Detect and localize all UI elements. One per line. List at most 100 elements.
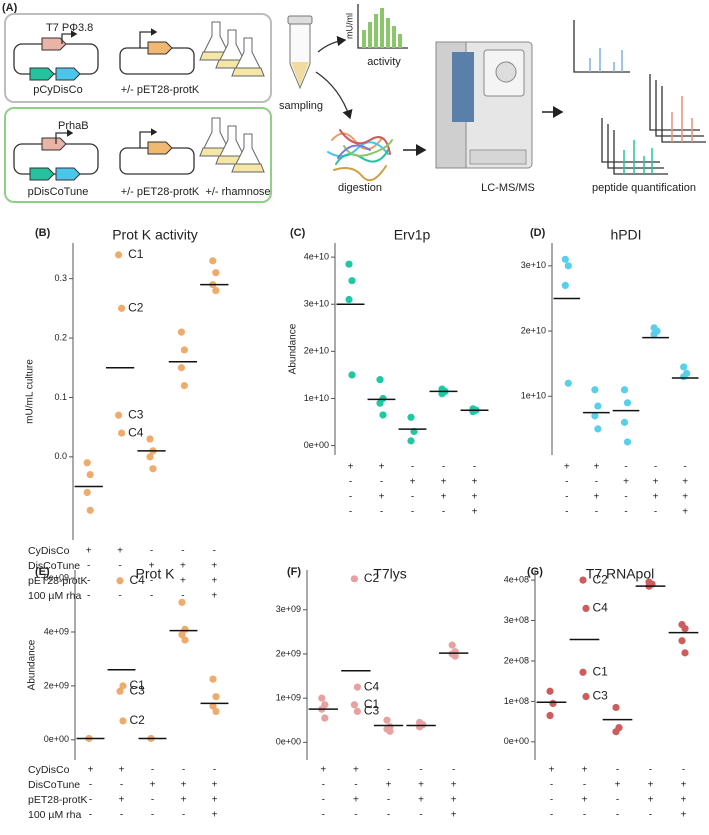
data-point xyxy=(623,438,632,446)
step-label: digestion xyxy=(338,182,382,194)
condition-mark: - xyxy=(387,810,390,821)
data-point xyxy=(209,675,217,683)
data-point xyxy=(212,707,220,716)
step-label: peptide quantification xyxy=(592,182,696,194)
data-point xyxy=(561,255,569,263)
condition-mark: - xyxy=(649,765,652,776)
chart-title: Prot K activity xyxy=(112,227,198,243)
condition-mark: - xyxy=(682,765,685,776)
y-tick-label: 6e+09 xyxy=(44,572,69,582)
panel-a: (A) T7 PΦ3.8 pCyDisCo +/- pET28-protK xyxy=(2,2,706,203)
data-point xyxy=(383,716,391,724)
condition-mark: - xyxy=(624,492,627,503)
condition-mark: + xyxy=(653,477,659,488)
promoter-label: T7 PΦ3.8 xyxy=(46,22,93,34)
chart-title: Prot K xyxy=(136,566,176,582)
point-label: C2 xyxy=(128,301,144,315)
chart-title: Erv1p xyxy=(394,227,431,243)
point-label: C2 xyxy=(364,571,380,585)
y-axis-label: Abundance xyxy=(27,639,38,690)
condition-mark: - xyxy=(654,462,657,473)
data-point xyxy=(116,577,124,585)
y-tick-label: 0e+00 xyxy=(44,734,69,744)
condition-mark: + xyxy=(180,576,186,587)
y-tick-label: 0.3 xyxy=(54,273,67,283)
flask-icons xyxy=(199,117,265,173)
condition-mark: - xyxy=(616,810,619,821)
axis-label: mU/ml xyxy=(344,13,354,39)
plasmid-label: +/- pET28-protK xyxy=(121,186,200,198)
y-tick-label: 0.1 xyxy=(54,392,67,402)
condition-label: pET28-protK xyxy=(28,794,88,806)
y-tick-label: 0.0 xyxy=(54,451,67,461)
condition-mark: - xyxy=(452,765,455,776)
condition-mark: + xyxy=(472,492,478,503)
condition-mark: - xyxy=(387,795,390,806)
activity-icon xyxy=(357,4,408,49)
data-point xyxy=(579,576,587,584)
condition-mark: - xyxy=(182,810,185,821)
condition-mark: - xyxy=(182,765,185,776)
condition-mark: - xyxy=(411,507,414,518)
data-point xyxy=(180,381,188,390)
step-label: activity xyxy=(367,56,401,68)
condition-label: DisCoTune xyxy=(28,779,80,791)
data-point xyxy=(321,714,329,722)
condition-mark: + xyxy=(180,561,186,572)
condition-mark: + xyxy=(681,795,687,806)
condition-mark: + xyxy=(451,780,457,791)
data-point xyxy=(212,693,220,701)
point-label: C4 xyxy=(364,679,380,693)
condition-mark: + xyxy=(472,477,478,488)
plasmid-label: +/- pET28-protK xyxy=(121,84,200,96)
y-tick-label: 2e+08 xyxy=(504,655,529,665)
spectra-icon xyxy=(573,20,706,175)
condition-mark: - xyxy=(118,561,121,572)
condition-mark: - xyxy=(181,591,184,602)
condition-label: 100 µM rha xyxy=(28,809,81,821)
condition-mark: + xyxy=(212,780,218,791)
y-axis-label: Abundance xyxy=(288,323,299,374)
condition-mark: + xyxy=(353,765,359,776)
condition-mark: + xyxy=(353,795,359,806)
panel-label: (F) xyxy=(287,566,301,578)
condition-mark: + xyxy=(682,477,688,488)
point-label: C4 xyxy=(593,601,609,615)
y-tick-label: 2e+10 xyxy=(521,325,546,335)
condition-mark: - xyxy=(442,462,445,473)
data-point xyxy=(416,723,424,731)
condition-mark: + xyxy=(451,810,457,821)
data-point xyxy=(591,386,599,394)
condition-mark: + xyxy=(211,561,217,572)
condition-mark: + xyxy=(119,765,125,776)
panel-label: (C) xyxy=(290,227,306,239)
data-point xyxy=(345,260,353,268)
condition-label: CyDisCo xyxy=(28,764,70,776)
condition-mark: - xyxy=(349,507,352,518)
data-point xyxy=(86,471,94,479)
y-tick-label: 2e+10 xyxy=(304,346,329,356)
data-point xyxy=(386,727,394,735)
condition-mark: - xyxy=(419,810,422,821)
arrow xyxy=(315,71,353,120)
condition-mark: + xyxy=(86,546,92,557)
condition-mark: + xyxy=(653,492,659,503)
plasmid-label: pCyDisCo xyxy=(33,84,83,96)
condition-label: CyDisCo xyxy=(28,545,70,557)
condition-mark: - xyxy=(411,492,414,503)
chart-title: T7 RNApol xyxy=(586,566,654,582)
condition-mark: - xyxy=(150,591,153,602)
point-label: C3 xyxy=(130,683,146,697)
point-label: C2 xyxy=(593,572,609,586)
plasmid-icon xyxy=(13,129,99,181)
data-point xyxy=(376,399,384,407)
data-point xyxy=(681,625,689,633)
data-point xyxy=(620,386,629,394)
condition-mark: - xyxy=(150,576,153,587)
condition-mark: - xyxy=(442,507,445,518)
condition-mark: + xyxy=(623,477,629,488)
condition-mark: + xyxy=(117,546,123,557)
condition-mark: + xyxy=(648,780,654,791)
data-point xyxy=(146,453,154,461)
data-point xyxy=(582,604,590,613)
